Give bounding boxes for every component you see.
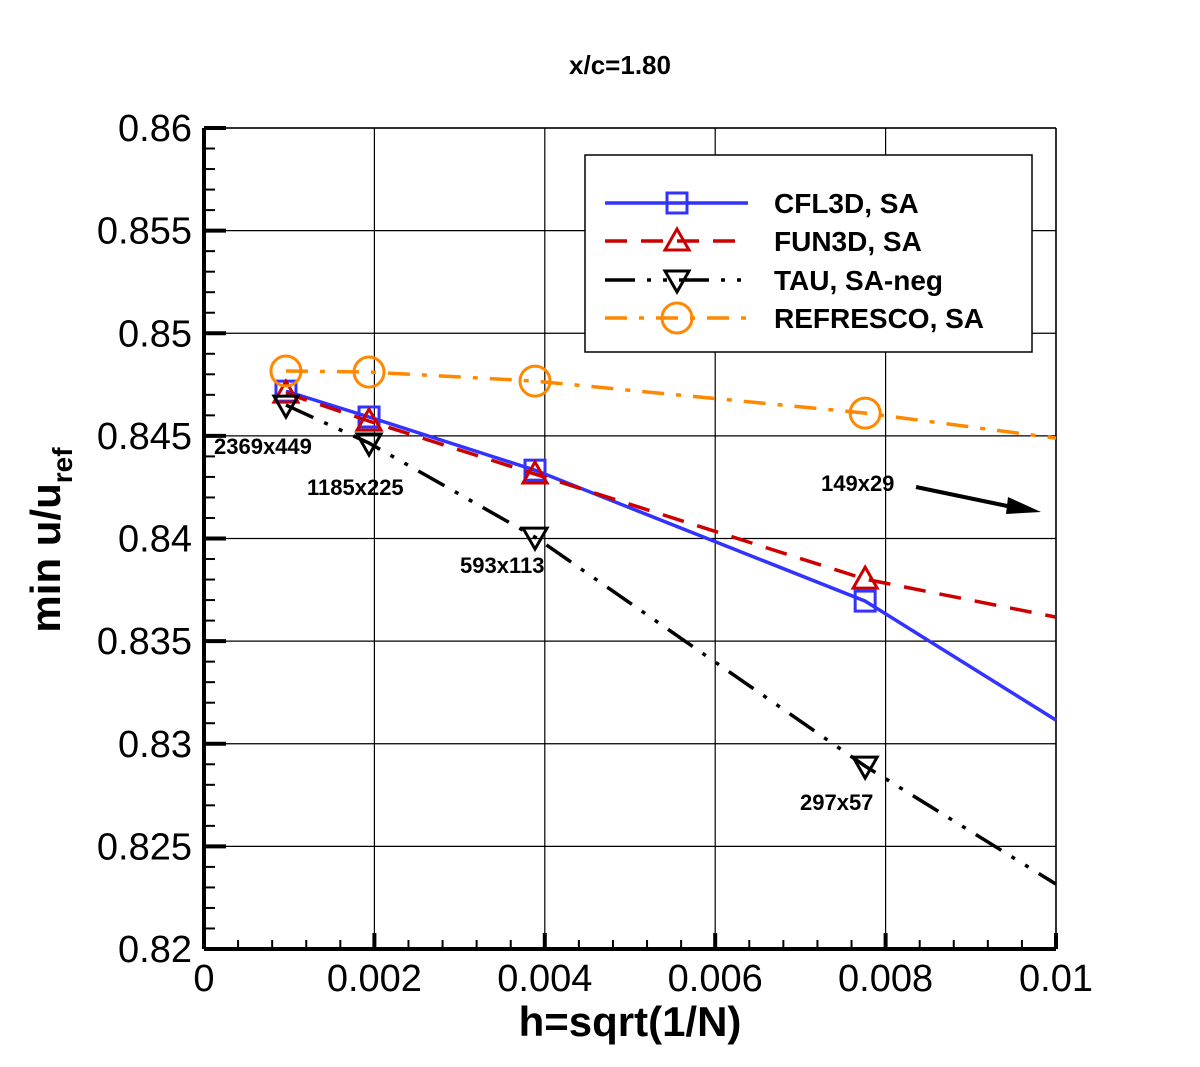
data-point-triangle-up: [520, 459, 550, 485]
data-point-triangle-down: [354, 432, 384, 459]
y-tick-label: 0.84: [118, 519, 192, 561]
y-tick-label: 0.82: [118, 929, 192, 971]
data-point-square: [853, 589, 877, 613]
annotation-297x57: 297x57: [800, 790, 873, 815]
x-tick-label: 0.004: [497, 958, 592, 1000]
annotations: 2369x449 1185x225 593x113 297x57 149x29: [214, 434, 1041, 815]
series-group: [269, 354, 1057, 886]
data-point-triangle-up: [271, 378, 301, 404]
annotation-593x113: 593x113: [460, 553, 544, 578]
annotation-2369x449: 2369x449: [214, 434, 312, 459]
legend-label: TAU, SA-neg: [774, 265, 943, 296]
data-point-circle: [352, 355, 386, 389]
x-tick-label: 0.002: [327, 958, 422, 1000]
annotation-149x29: 149x29: [821, 471, 894, 496]
y-tick-label: 0.855: [97, 211, 192, 253]
series-line: [285, 389, 1057, 722]
y-tick-label: 0.845: [97, 416, 192, 458]
y-axis-label-sub: ref: [47, 447, 78, 483]
data-point-triangle-down: [850, 755, 880, 782]
y-tick-label: 0.85: [118, 313, 192, 355]
x-tick-label: 0: [193, 958, 214, 1000]
legend-entry: FUN3D, SA: [605, 225, 922, 257]
data-point-circle: [518, 364, 552, 398]
legend-label: CFL3D, SA: [774, 188, 919, 219]
x-tick-label: 0.008: [838, 958, 933, 1000]
data-point-triangle-up: [662, 225, 692, 252]
data-point-square: [665, 191, 689, 215]
data-point-triangle-down: [271, 394, 301, 421]
data-point-triangle-up: [354, 406, 384, 432]
axes: 0 0.002 0.004 0.006 0.008 0.01 0.82 0.825 0.83 0.…: [97, 108, 1093, 1000]
series-line: [285, 369, 1057, 440]
data-point-circle: [848, 396, 882, 430]
chart-title: x/c=1.80: [569, 50, 671, 80]
data-point-triangle-up: [850, 564, 880, 590]
x-tick-label: 0.01: [1019, 958, 1093, 1000]
legend-label: REFRESCO, SA: [774, 303, 984, 334]
legend-label: FUN3D, SA: [774, 226, 922, 257]
y-tick-label: 0.83: [118, 724, 192, 766]
data-point-circle: [269, 354, 303, 388]
series-refresco-sa: [269, 354, 1057, 440]
svg-text:min u/uref: min u/uref: [22, 447, 78, 633]
x-tick-label: 0.006: [668, 958, 763, 1000]
x-axis-label: h=sqrt(1/N): [519, 998, 742, 1045]
series-line: [285, 391, 1057, 619]
data-point-triangle-down: [662, 269, 692, 296]
annotation-1185x225: 1185x225: [307, 475, 404, 500]
series-fun3d-sa: [271, 378, 1057, 619]
legend: CFL3D, SA FUN3D, SA TAU, SA-neg REFRESCO, S…: [584, 154, 1033, 353]
legend-entry: CFL3D, SA: [605, 188, 919, 219]
annotation-arrow-head: [1006, 497, 1041, 514]
y-tick-label: 0.835: [97, 621, 192, 663]
annotation-arrow-shaft: [915, 485, 1013, 509]
data-point-triangle-down: [520, 526, 550, 553]
series-line: [285, 403, 1057, 886]
legend-entry: TAU, SA-neg: [605, 265, 943, 296]
y-axis-label-main: min u/u: [22, 483, 69, 632]
series-tau-sa-neg: [271, 394, 1057, 886]
y-tick-label: 0.86: [118, 108, 192, 150]
data-point-circle: [660, 301, 694, 335]
y-tick-label: 0.825: [97, 826, 192, 868]
y-axis-label: min u/uref: [22, 447, 78, 633]
legend-entry: REFRESCO, SA: [605, 301, 984, 335]
